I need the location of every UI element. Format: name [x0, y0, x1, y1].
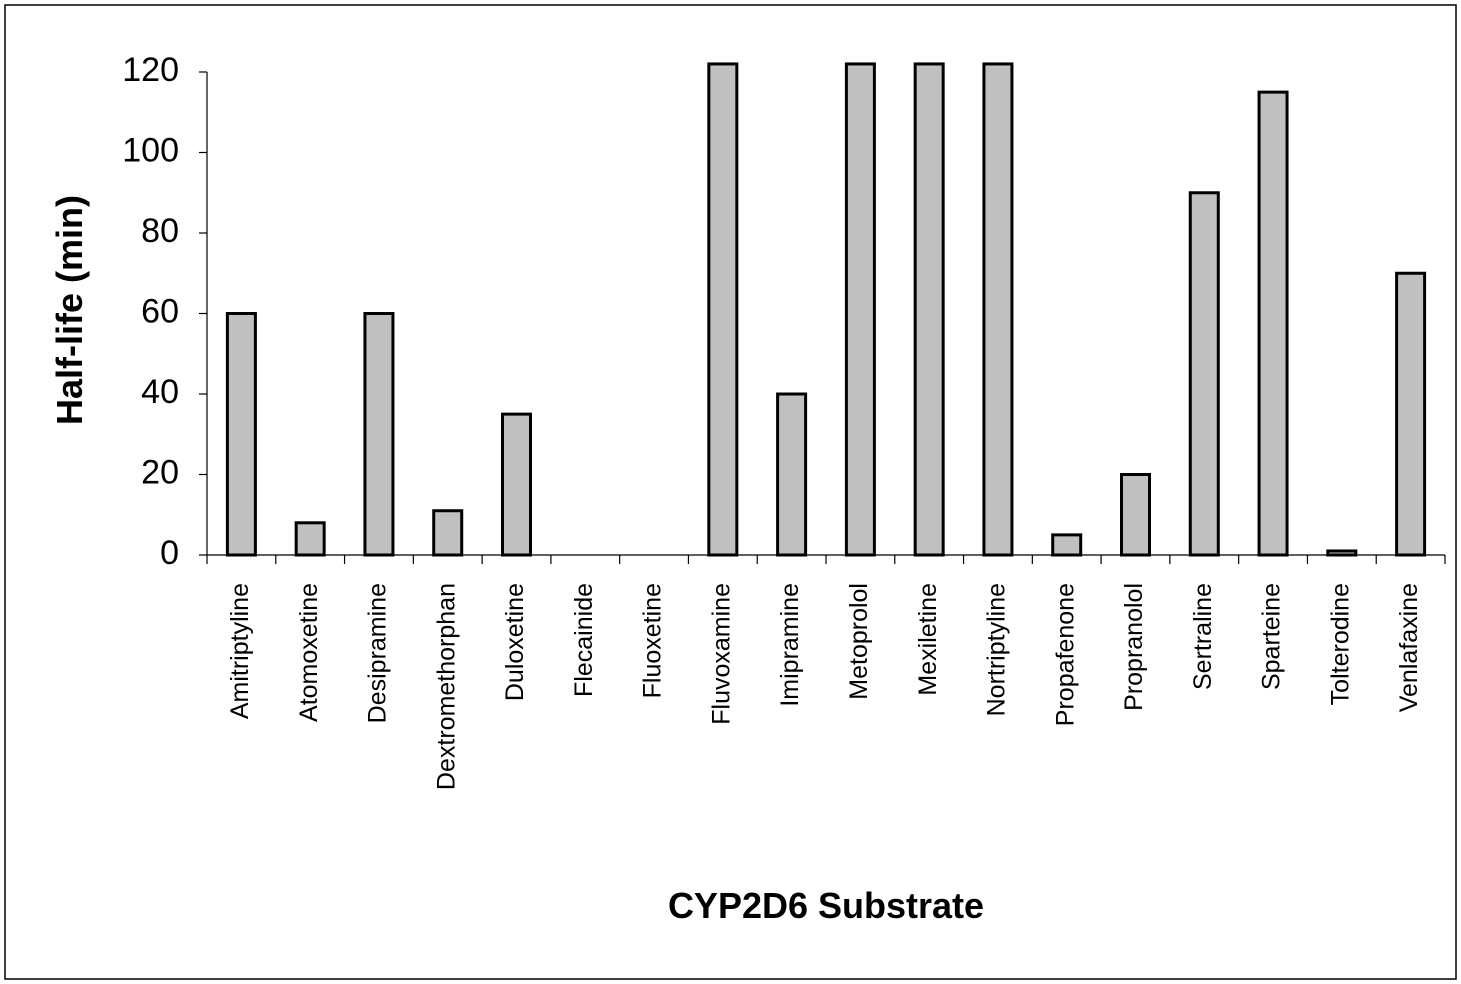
x-tick-label: Propranolol: [1120, 583, 1148, 711]
x-tick-label: Flecainide: [570, 583, 598, 697]
x-tick-label: Duloxetine: [501, 583, 529, 701]
x-tick-label: Fluvoxamine: [707, 583, 735, 725]
bar: [776, 392, 808, 557]
bar: [707, 62, 739, 557]
bar: [982, 62, 1014, 557]
x-tick-label: Atomoxetine: [295, 583, 323, 722]
bar: [363, 312, 395, 557]
x-tick-label: Propafenone: [1051, 583, 1079, 726]
x-tick-label: Venlafaxine: [1395, 583, 1423, 712]
bar: [1188, 191, 1220, 557]
x-tick-label: Sparteine: [1258, 583, 1286, 690]
bar: [844, 62, 876, 557]
y-tick-label: 40: [141, 373, 179, 411]
y-tick-label: 20: [141, 453, 179, 491]
x-tick-label: Metoprolol: [845, 583, 873, 700]
x-tick-label: Mexiletine: [914, 583, 942, 696]
y-axis-title: Half-life (min): [49, 195, 90, 425]
y-tick-label: 60: [141, 292, 179, 330]
bar: [432, 509, 464, 557]
x-tick-label: Tolterodine: [1326, 583, 1354, 705]
bar: [1120, 473, 1151, 557]
bar: [294, 521, 326, 557]
x-tick-label: Desipramine: [364, 583, 392, 723]
y-tick-label: 80: [141, 212, 179, 250]
x-tick-label: Amitriptyline: [226, 583, 254, 719]
y-tick-label: 120: [122, 51, 179, 89]
bar: [225, 312, 257, 557]
bar: [913, 62, 945, 557]
y-tick-label: 0: [160, 534, 179, 572]
bar: [501, 412, 532, 557]
x-axis-title: CYP2D6 Substrate: [668, 885, 984, 926]
bar: [1326, 549, 1358, 557]
y-tick-label: 100: [122, 131, 179, 169]
x-tick-label: Imipramine: [776, 583, 804, 707]
bar: [1051, 533, 1083, 557]
x-tick-label: Dextromethorphan: [432, 583, 460, 790]
x-tick-label: Nortriptyline: [983, 583, 1011, 716]
bar: [1257, 90, 1289, 557]
bar: [1395, 271, 1427, 557]
x-tick-label: Sertraline: [1189, 583, 1217, 690]
x-tick-label: Fluoxetine: [639, 583, 667, 698]
